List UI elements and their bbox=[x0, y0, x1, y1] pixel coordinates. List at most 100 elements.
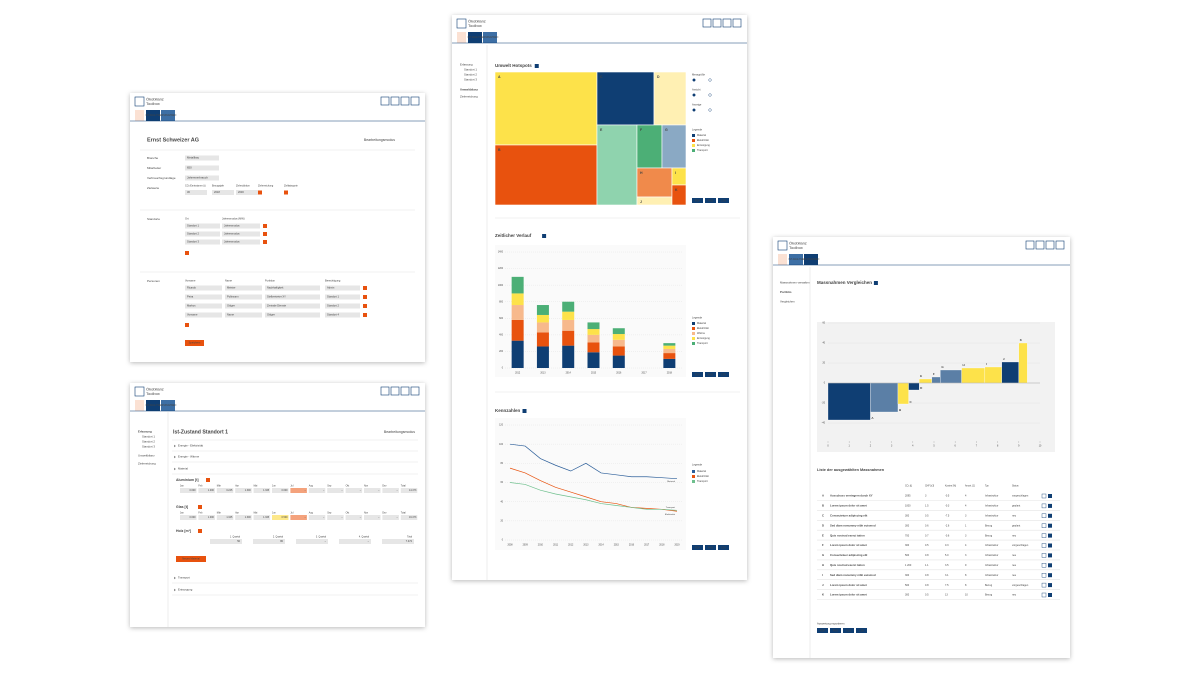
row-name[interactable]: Lorem ipsum dolor sit amet bbox=[830, 593, 867, 597]
bar-segment[interactable] bbox=[536, 346, 549, 368]
expand-arrow[interactable] bbox=[174, 576, 176, 580]
tab[interactable] bbox=[468, 32, 482, 43]
header-icon[interactable] bbox=[722, 18, 732, 28]
tab[interactable] bbox=[483, 32, 497, 43]
tab-label[interactable]: MASSNAHMEN bbox=[160, 114, 177, 117]
add-button[interactable] bbox=[185, 323, 189, 327]
measure-bar[interactable] bbox=[931, 376, 941, 384]
tab-label[interactable]: MASSNAHMEN bbox=[160, 404, 177, 407]
checkbox[interactable] bbox=[1041, 582, 1047, 588]
checkbox[interactable] bbox=[1041, 592, 1047, 598]
export-button[interactable] bbox=[718, 545, 729, 550]
nav-item[interactable]: Umweltbilanz bbox=[138, 454, 155, 458]
export-label[interactable]: XLS bbox=[846, 629, 851, 632]
nav-item[interactable]: Vergleichen bbox=[780, 300, 795, 304]
checkbox[interactable] bbox=[1041, 503, 1047, 509]
nav-item[interactable]: Standort 3 bbox=[464, 78, 477, 82]
export-label[interactable]: PDF bbox=[820, 629, 825, 632]
row-name[interactable]: Ausschuss verringern durch XY bbox=[830, 494, 873, 498]
add-button[interactable] bbox=[363, 304, 367, 308]
nav-item[interactable]: Erfassung bbox=[460, 63, 473, 67]
export-label[interactable]: PNG bbox=[708, 199, 713, 202]
checkbox[interactable] bbox=[1048, 583, 1052, 588]
treemap-cell[interactable] bbox=[636, 124, 663, 169]
row-name[interactable]: Lorem ipsum dolor sit amet bbox=[830, 543, 867, 547]
bar-segment[interactable] bbox=[587, 329, 600, 335]
tab[interactable] bbox=[161, 400, 175, 411]
header-icon[interactable] bbox=[410, 386, 420, 396]
info-icon[interactable] bbox=[542, 234, 547, 238]
header-icon[interactable] bbox=[702, 18, 712, 28]
bar-segment[interactable] bbox=[612, 346, 625, 356]
bar-segment[interactable] bbox=[587, 322, 600, 330]
export-label[interactable]: CSV bbox=[721, 199, 726, 202]
button-label[interactable]: Neues Material bbox=[182, 557, 200, 561]
export-label[interactable]: CSV bbox=[721, 373, 726, 376]
measure-bar[interactable] bbox=[919, 378, 933, 384]
export-button[interactable] bbox=[692, 372, 703, 377]
bar-segment[interactable] bbox=[511, 319, 524, 341]
expand-arrow[interactable] bbox=[174, 455, 176, 459]
header-icon[interactable] bbox=[712, 18, 722, 28]
nav-item[interactable]: Portfolio bbox=[780, 290, 792, 294]
treemap-cell[interactable] bbox=[596, 124, 638, 206]
row-name[interactable]: Quis nostrud exerci tation bbox=[830, 533, 865, 537]
header-icon[interactable] bbox=[410, 96, 420, 106]
checkbox[interactable] bbox=[1048, 553, 1052, 558]
checkbox[interactable] bbox=[1041, 553, 1047, 558]
header-icon[interactable] bbox=[380, 386, 390, 396]
measure-bar[interactable] bbox=[1018, 342, 1028, 384]
nav-item[interactable]: Massnahmen verwalten bbox=[780, 281, 810, 285]
treemap-cell[interactable] bbox=[494, 144, 598, 206]
tab[interactable] bbox=[146, 110, 160, 121]
bar-segment[interactable] bbox=[562, 319, 575, 331]
header-icon[interactable] bbox=[732, 18, 742, 28]
add-button[interactable] bbox=[258, 190, 262, 195]
export-button[interactable] bbox=[705, 372, 716, 377]
measure-bar[interactable] bbox=[870, 382, 899, 413]
add-button[interactable] bbox=[263, 224, 267, 228]
bar-segment[interactable] bbox=[562, 311, 575, 320]
section-label[interactable]: Entsorgung bbox=[178, 588, 193, 592]
export-label[interactable]: PNG bbox=[708, 373, 713, 376]
header-icon[interactable] bbox=[380, 96, 390, 106]
header-icon[interactable] bbox=[1045, 240, 1055, 250]
treemap-cell[interactable] bbox=[671, 184, 687, 206]
radio[interactable] bbox=[708, 78, 712, 82]
export-label[interactable]: CSV bbox=[859, 629, 864, 632]
header-icon[interactable] bbox=[390, 96, 400, 106]
tab-icon[interactable] bbox=[135, 400, 144, 411]
nav-item[interactable]: Umweltbilanz bbox=[460, 88, 478, 92]
export-label[interactable]: PNG bbox=[833, 629, 838, 632]
treemap-cell[interactable] bbox=[596, 71, 655, 126]
bar-segment[interactable] bbox=[663, 353, 676, 359]
bar-segment[interactable] bbox=[562, 345, 575, 368]
tab-icon[interactable] bbox=[457, 32, 466, 43]
export-label[interactable]: PNG bbox=[708, 546, 713, 549]
tab-icon[interactable] bbox=[135, 110, 144, 121]
bar-segment[interactable] bbox=[587, 352, 600, 368]
checkbox[interactable] bbox=[1041, 513, 1047, 518]
info-icon[interactable] bbox=[522, 409, 527, 413]
radio[interactable] bbox=[708, 93, 712, 97]
checkbox[interactable] bbox=[1048, 563, 1052, 568]
bar-segment[interactable] bbox=[663, 345, 676, 349]
header-icon[interactable] bbox=[1055, 240, 1065, 250]
export-button[interactable] bbox=[692, 198, 703, 203]
section-label[interactable]: Energie - Elektrizität bbox=[178, 444, 203, 448]
save-label[interactable]: Speichern bbox=[189, 341, 201, 345]
export-button[interactable] bbox=[843, 628, 854, 633]
treemap-cell[interactable] bbox=[636, 196, 673, 206]
radio[interactable] bbox=[692, 108, 696, 112]
add-button[interactable] bbox=[263, 232, 267, 236]
measure-bar[interactable] bbox=[984, 366, 1002, 384]
add-button[interactable] bbox=[185, 251, 189, 255]
bar-segment[interactable] bbox=[562, 330, 575, 346]
export-button[interactable] bbox=[718, 198, 729, 203]
bar-segment[interactable] bbox=[612, 355, 625, 368]
export-button[interactable] bbox=[692, 545, 703, 550]
expand-arrow[interactable] bbox=[174, 444, 176, 448]
bar-segment[interactable] bbox=[663, 348, 676, 354]
nav-item[interactable]: Erfassung bbox=[138, 430, 152, 434]
bar-segment[interactable] bbox=[511, 276, 524, 294]
